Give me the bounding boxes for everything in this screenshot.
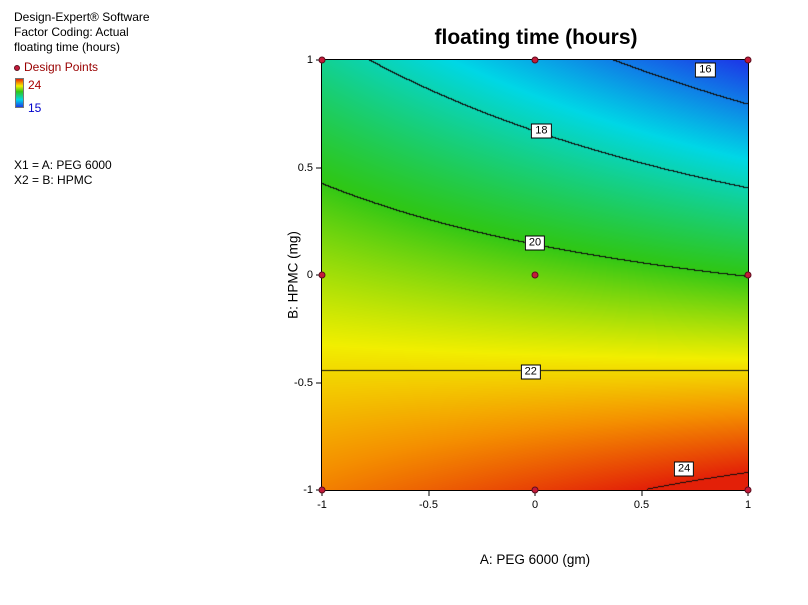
x-tick-label: 0: [531, 499, 539, 511]
x-tick-label: -1: [317, 499, 327, 511]
y-tick-label: 1: [306, 54, 313, 66]
legend-min-value: 15: [28, 101, 42, 115]
x-tick-mark: [641, 491, 642, 496]
response-name-line: floating time (hours): [14, 40, 121, 54]
x-tick-mark: [321, 491, 323, 496]
x1-definition: X1 = A: PEG 6000: [14, 158, 112, 172]
design-points-label: Design Points: [24, 60, 99, 74]
factor-coding-line: Factor Coding: Actual: [14, 25, 129, 39]
x-ticks: -1 -0.5 0 0.5 1: [317, 491, 752, 517]
x-tick-mark: [534, 491, 536, 496]
software-name: Design-Expert® Software: [14, 10, 150, 24]
chart-title: floating time (hours): [434, 26, 638, 49]
x-tick-mark: [747, 491, 749, 496]
design-points-layer: [318, 56, 752, 494]
legend-gradient-bar: [15, 78, 24, 108]
design-point: [531, 271, 539, 279]
x-tick-label: 0.5: [633, 499, 650, 511]
contour-label: 18: [531, 123, 552, 139]
x-axis-title: A: PEG 6000 (gm): [479, 552, 591, 567]
y-tick-label: 0: [306, 269, 313, 281]
design-point: [318, 486, 326, 494]
design-point-icon: [14, 64, 20, 71]
design-point: [744, 56, 752, 64]
info-panel: Design-Expert® Software Factor Coding: A…: [14, 10, 150, 188]
y-tick-mark: [316, 167, 321, 168]
contour-label: 22: [520, 364, 541, 380]
design-point: [744, 271, 752, 279]
design-point: [744, 486, 752, 494]
y-tick-label: 0.5: [297, 161, 313, 174]
x-tick-mark: [428, 491, 429, 496]
x-tick-label: -0.5: [419, 499, 438, 511]
contour-label: 24: [673, 461, 695, 476]
x2-definition: X2 = B: HPMC: [14, 173, 93, 187]
design-point: [531, 56, 539, 64]
design-points-legend: Design Points: [14, 60, 150, 75]
contour-labels-layer: 16 18 20 22 24: [322, 60, 748, 490]
y-tick-label: -1: [303, 484, 313, 496]
design-point: [318, 271, 326, 279]
x-tick-label: 1: [744, 499, 752, 511]
contour-label: 16: [695, 62, 716, 78]
legend-values: 24 15: [28, 78, 41, 116]
y-ticks: 1 0.5 0 -0.5 -1: [281, 54, 321, 496]
legend-color-scale: 24 15: [15, 78, 150, 116]
y-tick-label: -0.5: [294, 376, 313, 389]
y-tick-mark: [316, 382, 321, 383]
design-point: [318, 56, 326, 64]
contour-label: 20: [524, 235, 546, 251]
design-point: [531, 486, 539, 494]
plot-area[interactable]: 16 18 20 22 24: [318, 56, 752, 494]
legend-max-value: 24: [28, 78, 42, 92]
